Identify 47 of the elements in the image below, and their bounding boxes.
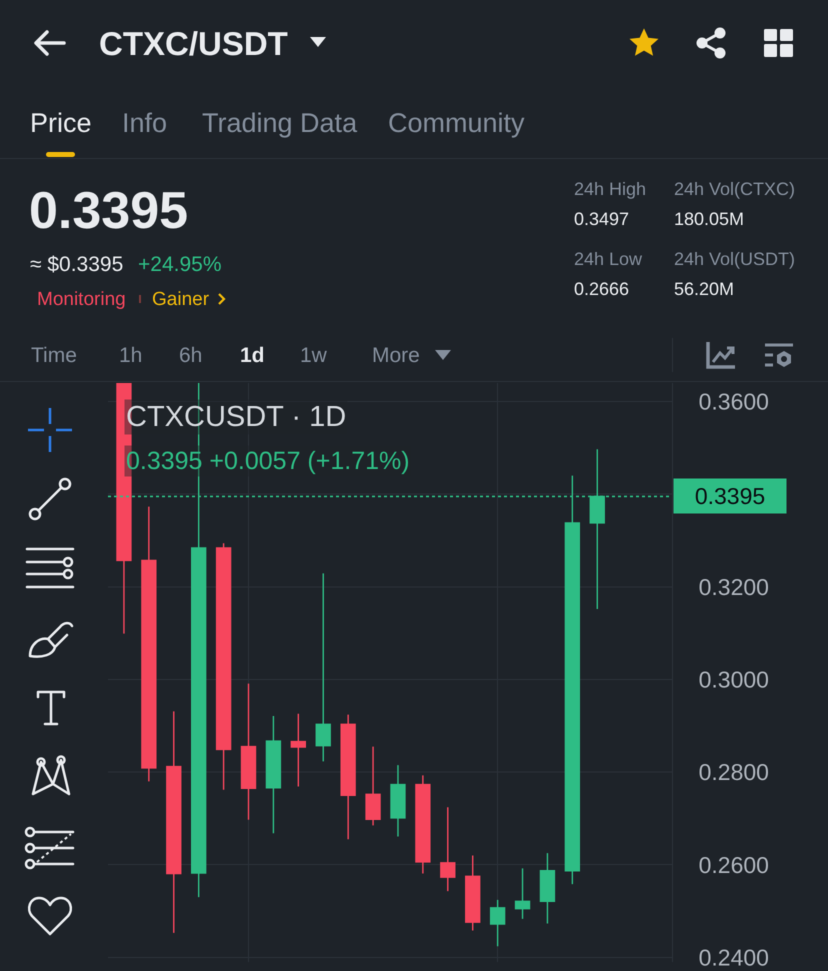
candlestick [316, 572, 331, 762]
candlestick [415, 774, 431, 874]
candlestick [166, 710, 182, 934]
candlestick [266, 715, 282, 834]
text: 0.3497 [574, 209, 630, 229]
text: 0.3395 [29, 182, 188, 240]
text: 0.2666 [574, 279, 630, 299]
candlestick [240, 682, 256, 820]
text: ≈ $0.3395 [30, 252, 124, 276]
text: 1h [119, 344, 142, 366]
y-tick-label: 0.3600 [698, 388, 769, 415]
candlestick [290, 713, 306, 788]
text: Trading Data [202, 108, 358, 138]
candlestick [141, 506, 157, 782]
text: Info [122, 108, 168, 138]
y-tick-label: 0.2800 [698, 759, 769, 786]
candlestick [440, 806, 456, 892]
text: 1d [240, 344, 265, 366]
y-tick-label: 0.2600 [698, 852, 769, 878]
text: +24.95% [138, 252, 222, 276]
text: 24h High [574, 179, 646, 199]
text: 24h Vol(USDT) [674, 249, 796, 269]
ref-line-label: 0.3395 [694, 483, 766, 509]
candlestick [340, 714, 356, 840]
text: 24h Vol(CTXC) [674, 179, 796, 199]
candlestick [390, 764, 406, 838]
candlestick [216, 542, 232, 790]
text: 180.05M [674, 209, 744, 229]
text: Time [31, 344, 77, 366]
y-tick-label: 0.2400 [698, 944, 769, 970]
text: 1w [300, 344, 327, 366]
text: 56.20M [674, 279, 734, 299]
text: Price [30, 108, 92, 138]
text: Community [388, 108, 525, 138]
y-tick-label: 0.3200 [698, 574, 769, 600]
candlestick [465, 854, 480, 932]
text: 6h [179, 344, 202, 366]
text: More [372, 344, 420, 366]
text: CTXC/USDT [99, 24, 288, 62]
text: Monitoring [37, 288, 126, 310]
candlestick [540, 852, 556, 924]
candlestick [490, 899, 506, 947]
text: 24h Low [574, 249, 642, 269]
text: Gainer [152, 288, 210, 310]
y-tick-label: 0.3000 [698, 666, 769, 692]
candlestick [365, 746, 381, 826]
candlestick [514, 868, 530, 920]
